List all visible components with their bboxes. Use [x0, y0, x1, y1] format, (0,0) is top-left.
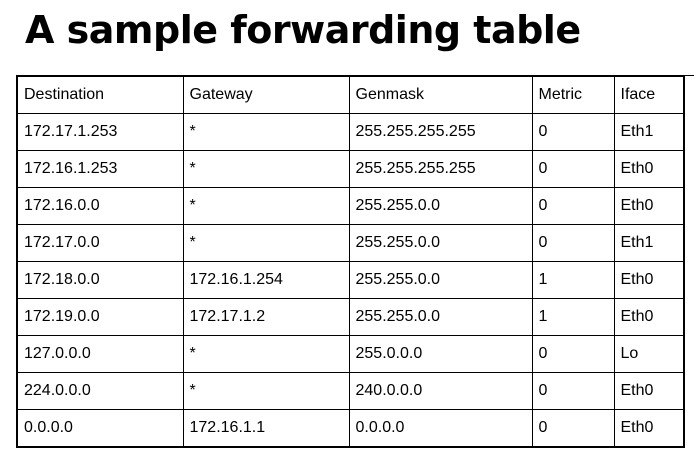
cell-gateway: 172.16.1.254 [182, 261, 350, 299]
cell-metric: 0 [531, 335, 615, 373]
table-row: 172.18.0.0 172.16.1.254 255.255.0.0 1 Et… [16, 261, 685, 299]
cell-iface: Eth1 [613, 224, 685, 262]
cell-genmask: 255.255.0.0 [348, 224, 533, 262]
cell-destination: 172.17.1.253 [16, 113, 184, 151]
cell-gateway: * [182, 113, 350, 151]
column-header-metric: Metric [531, 75, 615, 114]
cell-gateway: 172.16.1.1 [182, 409, 350, 448]
column-header-iface: Iface [613, 75, 685, 114]
column-header-destination: Destination [16, 75, 184, 114]
cell-metric: 1 [531, 298, 615, 336]
cell-genmask: 255.255.0.0 [348, 298, 533, 336]
cell-genmask: 255.255.0.0 [348, 261, 533, 299]
column-header-gateway: Gateway [182, 75, 350, 114]
cell-destination: 172.16.1.253 [16, 150, 184, 188]
cell-iface: Eth0 [613, 187, 685, 225]
cell-gateway: * [182, 150, 350, 188]
cell-iface: Eth1 [613, 113, 685, 151]
table-row: 172.17.1.253 * 255.255.255.255 0 Eth1 [16, 113, 685, 151]
cell-iface: Eth0 [613, 409, 685, 448]
cell-metric: 0 [531, 113, 615, 151]
page-title: A sample forwarding table [25, 8, 581, 52]
cell-metric: 0 [531, 409, 615, 448]
cell-metric: 1 [531, 261, 615, 299]
column-header-genmask: Genmask [348, 75, 533, 114]
cell-destination: 0.0.0.0 [16, 409, 184, 448]
cell-metric: 0 [531, 187, 615, 225]
cell-gateway: * [182, 335, 350, 373]
cell-gateway: * [182, 224, 350, 262]
cell-gateway: * [182, 187, 350, 225]
cell-iface: Eth0 [613, 261, 685, 299]
table-row: 172.17.0.0 * 255.255.0.0 0 Eth1 [16, 224, 685, 262]
cell-iface: Lo [613, 335, 685, 373]
cell-destination: 224.0.0.0 [16, 372, 184, 410]
divider [684, 75, 694, 76]
cell-destination: 172.19.0.0 [16, 298, 184, 336]
table-header-row: Destination Gateway Genmask Metric Iface [16, 75, 685, 114]
cell-genmask: 0.0.0.0 [348, 409, 533, 448]
table-row: 172.19.0.0 172.17.1.2 255.255.0.0 1 Eth0 [16, 298, 685, 336]
table-row: 224.0.0.0 * 240.0.0.0 0 Eth0 [16, 372, 685, 410]
cell-genmask: 255.255.255.255 [348, 150, 533, 188]
cell-genmask: 255.0.0.0 [348, 335, 533, 373]
cell-metric: 0 [531, 224, 615, 262]
cell-destination: 172.16.0.0 [16, 187, 184, 225]
cell-destination: 172.17.0.0 [16, 224, 184, 262]
forwarding-table: Destination Gateway Genmask Metric Iface… [16, 75, 685, 448]
table-row: 172.16.1.253 * 255.255.255.255 0 Eth0 [16, 150, 685, 188]
cell-iface: Eth0 [613, 372, 685, 410]
cell-metric: 0 [531, 372, 615, 410]
cell-iface: Eth0 [613, 298, 685, 336]
cell-gateway: * [182, 372, 350, 410]
table-row: 0.0.0.0 172.16.1.1 0.0.0.0 0 Eth0 [16, 409, 685, 448]
cell-iface: Eth0 [613, 150, 685, 188]
cell-genmask: 255.255.0.0 [348, 187, 533, 225]
cell-destination: 172.18.0.0 [16, 261, 184, 299]
table-row: 172.16.0.0 * 255.255.0.0 0 Eth0 [16, 187, 685, 225]
cell-gateway: 172.17.1.2 [182, 298, 350, 336]
table-row: 127.0.0.0 * 255.0.0.0 0 Lo [16, 335, 685, 373]
cell-genmask: 240.0.0.0 [348, 372, 533, 410]
cell-metric: 0 [531, 150, 615, 188]
cell-destination: 127.0.0.0 [16, 335, 184, 373]
cell-genmask: 255.255.255.255 [348, 113, 533, 151]
